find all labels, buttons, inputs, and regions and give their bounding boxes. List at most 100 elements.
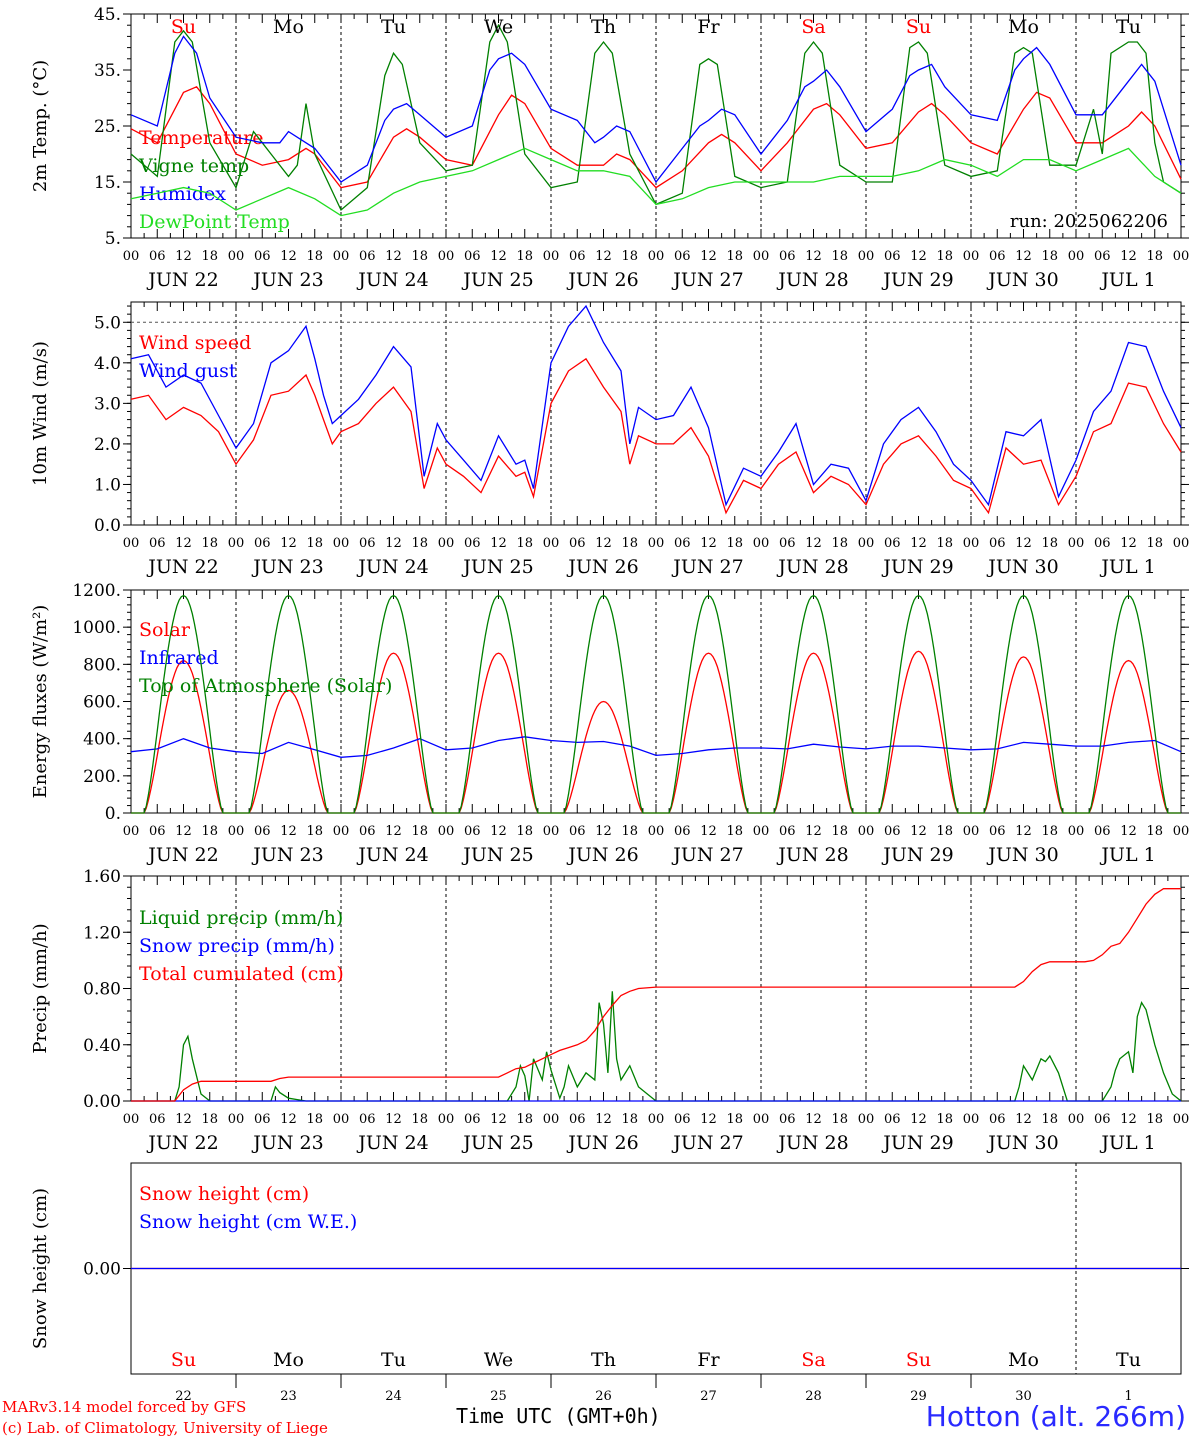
hour-label: 06 (674, 536, 691, 551)
date-label: JUN 27 (671, 1132, 743, 1154)
hour-label: 18 (1041, 536, 1058, 551)
hour-label: 06 (779, 1112, 796, 1127)
hour-label: 06 (464, 249, 481, 264)
hour-label: 06 (989, 536, 1006, 551)
hour-label: 00 (858, 249, 875, 264)
hour-label: 00 (963, 249, 980, 264)
hour-label: 12 (175, 824, 192, 839)
hour-label: 06 (674, 824, 691, 839)
date-label: JUN 25 (461, 556, 533, 578)
hour-label: 12 (1120, 1112, 1137, 1127)
hour-label: 00 (228, 249, 245, 264)
hour-label: 12 (1015, 249, 1032, 264)
legend-entry: Total cumulated (cm) (139, 963, 344, 985)
hour-label: 18 (516, 536, 533, 551)
hour-label: 18 (936, 249, 953, 264)
weekday-label: Mo (1008, 1349, 1039, 1371)
y-tick-label: 0.00 (83, 1260, 121, 1280)
hour-label: 18 (201, 536, 218, 551)
hour-label: 00 (438, 249, 455, 264)
hour-label: 18 (726, 1112, 743, 1127)
hour-label: 12 (700, 1112, 717, 1127)
hour-label: 00 (1068, 824, 1085, 839)
hour-label: 00 (1173, 1112, 1190, 1127)
weekday-label: Su (906, 16, 931, 38)
hour-label: 06 (884, 824, 901, 839)
hour-label: 00 (753, 1112, 770, 1127)
date-label: JUL 1 (1099, 556, 1155, 578)
y-tick-label: 4.0 (94, 354, 121, 374)
hour-label: 00 (228, 824, 245, 839)
hour-label: 18 (621, 536, 638, 551)
date-label: JUN 29 (881, 1132, 953, 1154)
hour-label: 00 (333, 1112, 350, 1127)
hour-label: 18 (411, 1112, 428, 1127)
hour-label: 06 (1094, 536, 1111, 551)
date-label: JUN 28 (776, 269, 848, 291)
hour-label: 12 (490, 1112, 507, 1127)
day-number-label: 27 (700, 1389, 717, 1404)
hour-label: 00 (333, 824, 350, 839)
date-label: JUN 25 (461, 1132, 533, 1154)
hour-label: 00 (543, 536, 560, 551)
hour-label: 06 (149, 536, 166, 551)
hour-label: 00 (333, 249, 350, 264)
date-label: JUN 26 (566, 1132, 638, 1154)
hour-label: 18 (621, 249, 638, 264)
hour-label: 06 (359, 1112, 376, 1127)
hour-label: 00 (858, 536, 875, 551)
y-tick-label: 45. (94, 5, 121, 25)
legend-entry: Snow precip (mm/h) (139, 935, 335, 957)
hour-label: 12 (700, 536, 717, 551)
hour-label: 18 (516, 824, 533, 839)
date-label: JUN 28 (776, 844, 848, 866)
day-number-label: 25 (490, 1389, 507, 1404)
hour-label: 18 (831, 536, 848, 551)
weekday-label: Mo (1008, 16, 1039, 38)
hour-label: 06 (884, 536, 901, 551)
hour-label: 12 (385, 249, 402, 264)
hour-label: 06 (254, 249, 271, 264)
hour-label: 12 (910, 249, 927, 264)
y-axis-label: Energy fluxes (W/m²) (30, 605, 51, 799)
hour-label: 06 (884, 1112, 901, 1127)
date-label: JUN 24 (356, 844, 428, 866)
hour-label: 00 (1173, 824, 1190, 839)
series-blue-line (130, 35, 1182, 184)
legend-entry: Liquid precip (mm/h) (139, 907, 343, 929)
date-label: JUN 30 (986, 844, 1058, 866)
date-label: JUN 30 (986, 1132, 1058, 1154)
hour-label: 18 (201, 249, 218, 264)
series-green-line (130, 23, 1182, 212)
y-tick-label: 0. (105, 804, 121, 824)
weekday-label: Tu (381, 16, 406, 38)
hour-label: 00 (753, 536, 770, 551)
run-label: run: 2025062206 (1010, 211, 1168, 232)
hour-label: 18 (936, 1112, 953, 1127)
y-tick-label: 15. (94, 173, 121, 193)
hour-label: 12 (490, 824, 507, 839)
weekday-label: We (484, 1349, 513, 1371)
weekday-label: Su (171, 1349, 196, 1371)
weekday-label: We (484, 16, 513, 38)
hour-label: 18 (936, 824, 953, 839)
series-lightgreen-line (130, 147, 1182, 217)
hour-label: 06 (569, 536, 586, 551)
hour-label: 06 (149, 249, 166, 264)
series-red-line (130, 357, 1182, 515)
date-label: JUN 28 (776, 556, 848, 578)
hour-label: 00 (228, 1112, 245, 1127)
hour-label: 12 (1015, 824, 1032, 839)
y-tick-label: 1000. (72, 618, 121, 638)
time-axis-label: Time UTC (GMT+0h) (456, 1404, 661, 1428)
hour-label: 00 (648, 1112, 665, 1127)
hour-label: 18 (201, 824, 218, 839)
hour-label: 06 (1094, 824, 1111, 839)
hour-label: 00 (1173, 536, 1190, 551)
weekday-label: Tu (1116, 1349, 1141, 1371)
hour-label: 18 (726, 249, 743, 264)
date-label: JUN 30 (986, 269, 1058, 291)
hour-label: 18 (726, 536, 743, 551)
series-green-line (131, 594, 1181, 814)
